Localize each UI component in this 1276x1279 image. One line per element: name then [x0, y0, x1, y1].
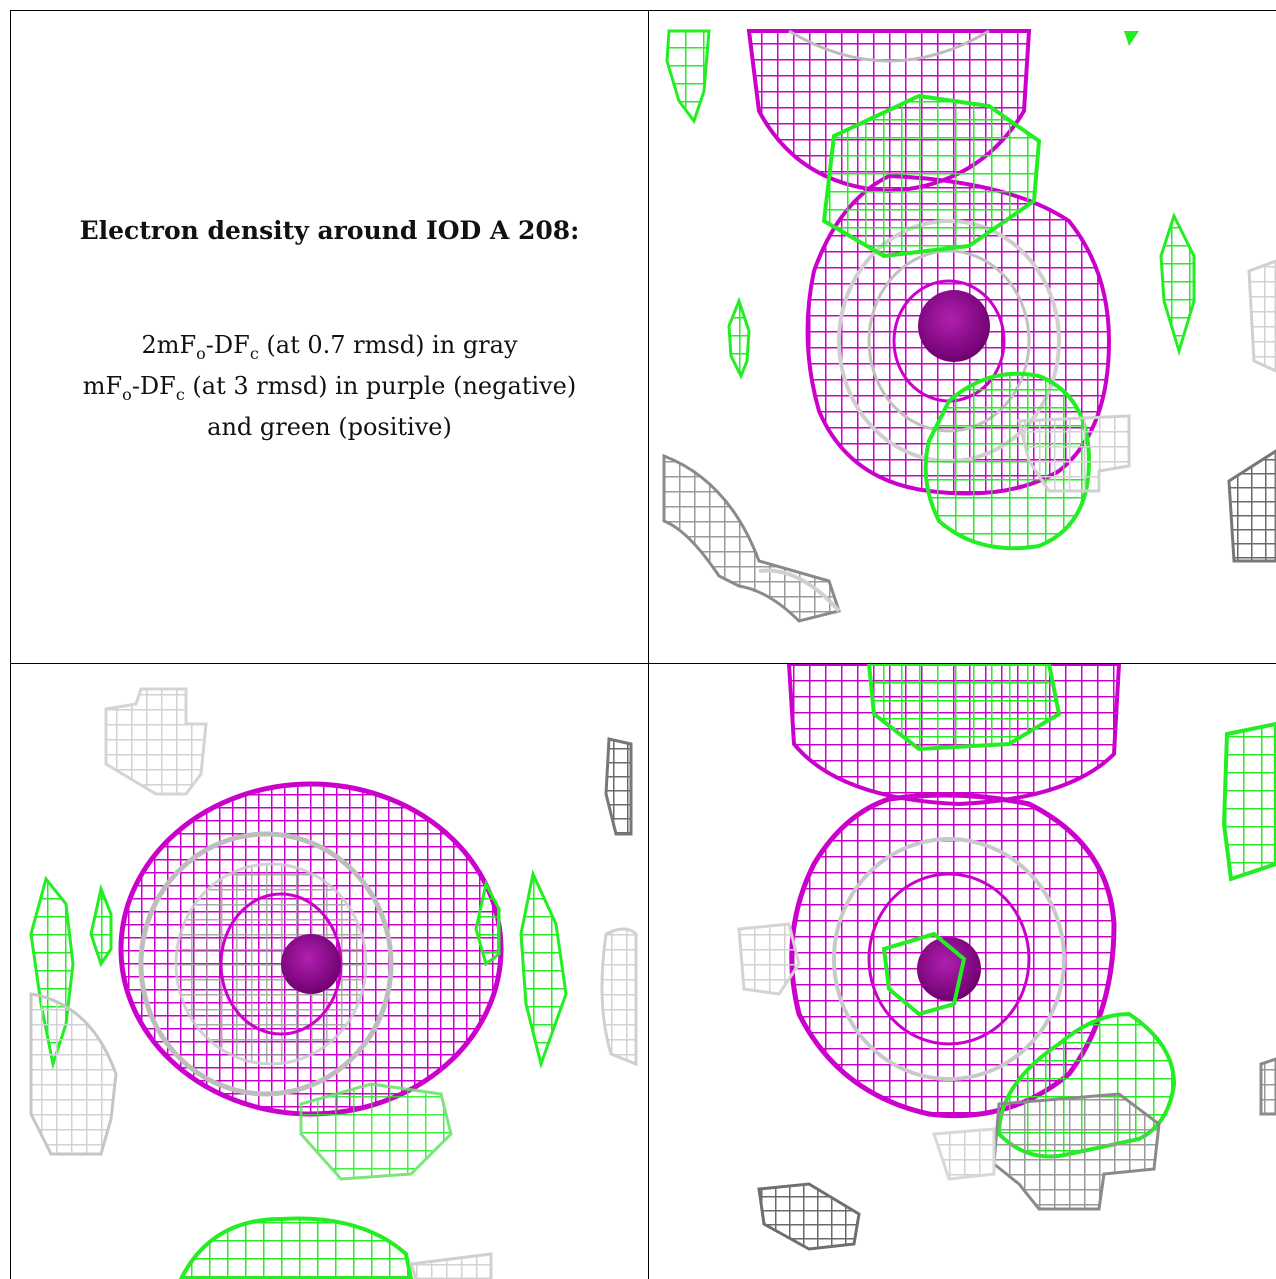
top-right-view [649, 11, 1276, 663]
gray-density-left-ribbon [662, 453, 841, 623]
positive-density-bottom-dome [178, 1216, 414, 1279]
positive-density-far-right-spike [519, 869, 568, 1070]
gray-density-bottom-left [757, 1182, 861, 1251]
legend-line-green: and green (positive) [207, 412, 452, 441]
legend-line-purple: mFo-DFc (at 3 rmsd) in purple (negative) [82, 371, 577, 404]
bottom-right-view [649, 664, 1276, 1279]
positive-density-top [821, 93, 1042, 259]
grid-top-border [10, 10, 1276, 11]
positive-density-right-spike [474, 879, 501, 967]
figure-legend: 2mFo-DFc (at 0.7 rmsd) in gray mFo-DFc (… [11, 329, 648, 444]
gray-density-top-cage [104, 687, 208, 796]
grid-left-border [10, 10, 11, 1279]
gray-density-right-cage [1017, 414, 1131, 493]
positive-density-upper-left [665, 29, 711, 125]
gray-density-left-lower [29, 992, 118, 1156]
gray-density-right-edge [600, 927, 638, 1067]
positive-density-left-spike [727, 296, 751, 380]
positive-density-right-spike [1159, 212, 1196, 357]
positive-density-left-spike [89, 883, 113, 968]
positive-density-right-edge [1221, 721, 1276, 882]
positive-density-bottom [923, 371, 1092, 551]
gray-density-upper-right [604, 737, 633, 836]
gray-density-right-edge [1227, 259, 1276, 563]
iodide-atom [917, 937, 981, 1001]
caption-cell: Electron density around IOD A 208: 2mFo-… [11, 11, 648, 663]
gray-density-left-cage [737, 922, 801, 996]
grid-middle-divider [10, 663, 1276, 664]
iodide-atom [918, 290, 990, 362]
positive-density-under-sphere [299, 1082, 453, 1181]
positive-density-inner [881, 931, 967, 1017]
positive-density-upper-right [1124, 31, 1139, 46]
negative-density-upper [786, 664, 1122, 807]
figure-title: Electron density around IOD A 208: [79, 216, 580, 245]
bottom-left-view [11, 664, 648, 1279]
gray-density-lower-cage [992, 1092, 1161, 1211]
grid-center-divider [648, 10, 649, 1279]
legend-line-gray: 2mFo-DFc (at 0.7 rmsd) in gray [141, 331, 518, 363]
gray-density-right-edge [1259, 1057, 1276, 1116]
iodide-atom [281, 934, 341, 994]
